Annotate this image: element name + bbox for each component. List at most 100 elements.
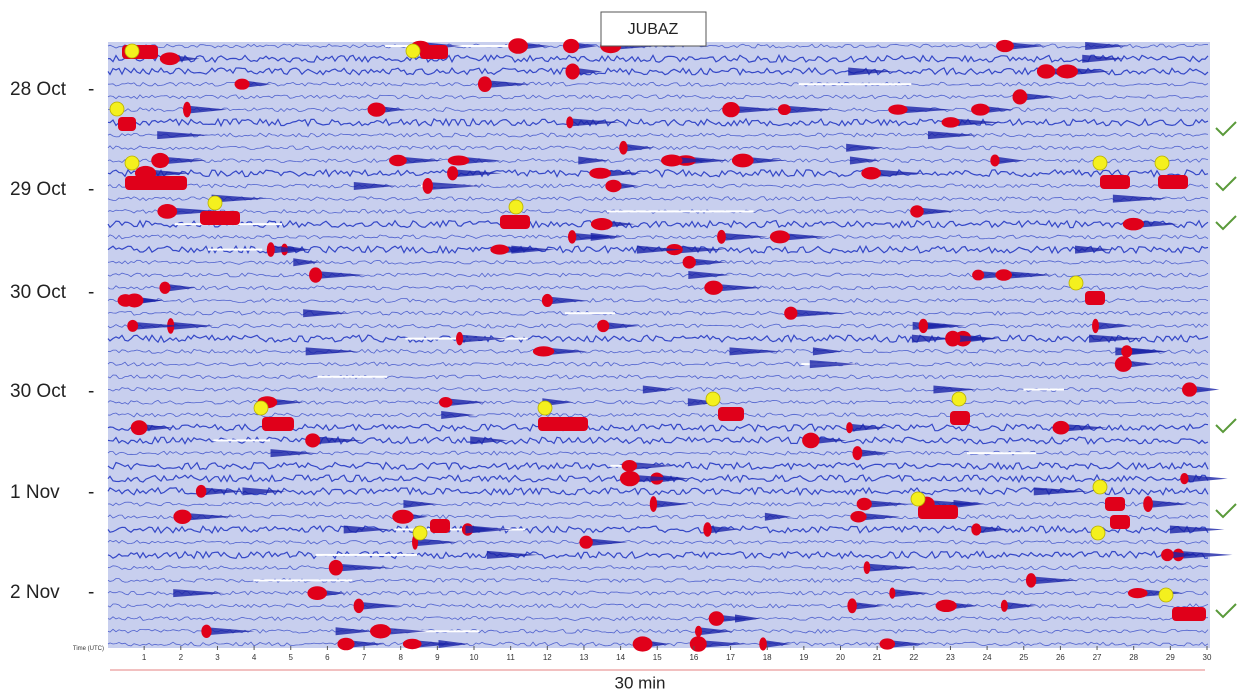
trace: [107, 374, 1209, 380]
gap: [207, 248, 263, 251]
event-coda: [441, 410, 475, 419]
event-coda: [312, 436, 363, 445]
gap: [253, 579, 353, 582]
event-coda: [211, 194, 267, 203]
event-coda: [345, 640, 385, 648]
event-coda: [689, 258, 727, 267]
event-coda: [547, 296, 587, 305]
event: [402, 638, 422, 650]
event-coda: [642, 385, 675, 394]
event-coda: [164, 283, 196, 292]
trace: [107, 348, 1209, 354]
event-coda: [470, 436, 509, 445]
event: [777, 104, 791, 116]
event: [694, 625, 703, 637]
event: [337, 637, 355, 651]
event-coda: [170, 321, 214, 330]
x-tick-label: 17: [726, 653, 735, 662]
event: [945, 330, 961, 347]
event-coda: [415, 538, 459, 547]
trace: [107, 117, 1209, 128]
event-coda: [742, 156, 785, 165]
title-box: [600, 11, 707, 47]
trace: [107, 53, 1209, 64]
x-tick-label: 13: [579, 653, 588, 662]
event: [1052, 420, 1070, 435]
event-coda: [403, 500, 438, 509]
x-tick-label: 16: [689, 653, 698, 662]
event-coda: [452, 169, 502, 178]
event: [971, 103, 990, 116]
event: [307, 586, 328, 601]
event: [802, 432, 820, 449]
event-coda: [145, 169, 191, 178]
event-coda: [1082, 54, 1125, 63]
event-coda: [600, 169, 642, 178]
event-coda: [812, 347, 844, 356]
gap: [1023, 388, 1064, 391]
event: [861, 167, 882, 180]
trace: [107, 66, 1209, 77]
event: [1143, 496, 1153, 513]
event: [159, 52, 180, 66]
event-coda: [578, 156, 609, 165]
event: [1000, 599, 1008, 612]
event-burst: [500, 215, 530, 229]
event-coda: [242, 487, 287, 496]
event-coda: [849, 423, 888, 432]
row-label-dash: -: [88, 79, 94, 100]
trace: [107, 285, 1208, 291]
gap: [213, 439, 270, 442]
event-coda: [511, 245, 555, 254]
event-coda: [698, 627, 734, 636]
trace: [107, 628, 1209, 634]
x-tick-label: 15: [653, 653, 662, 662]
event-coda: [911, 334, 954, 343]
event-coda: [933, 385, 977, 394]
highlight-marker: [1092, 155, 1108, 171]
event: [1056, 64, 1078, 79]
row-label-bg: [0, 376, 100, 408]
highlight-marker: [1090, 525, 1106, 541]
event-coda: [790, 309, 844, 318]
highlight-marker: [109, 101, 125, 117]
event-coda: [707, 525, 738, 534]
event-coda: [976, 525, 1010, 534]
x-tick-label: 9: [435, 653, 440, 662]
event: [579, 535, 593, 549]
event-coda: [305, 347, 359, 356]
event: [1127, 587, 1148, 599]
trace: [107, 323, 1209, 329]
event-coda: [465, 525, 496, 534]
event-coda: [852, 601, 884, 610]
event-burst: [118, 117, 136, 131]
x-tick-label: 19: [799, 653, 808, 662]
event-coda: [1133, 220, 1179, 229]
event: [704, 280, 723, 295]
event: [125, 293, 144, 308]
row-label: 29 Oct: [10, 179, 67, 200]
highlight-marker: [1154, 155, 1170, 171]
trace: [107, 81, 1209, 87]
event-coda: [1167, 550, 1197, 559]
trace: [107, 486, 1209, 497]
event: [1012, 89, 1028, 105]
x-tick-label: 8: [398, 653, 403, 662]
trace: [107, 361, 1209, 367]
duration-label: 30 min: [614, 673, 665, 692]
event-burst: [420, 45, 448, 59]
event-burst: [1158, 175, 1188, 189]
event-coda: [810, 436, 847, 445]
event: [1122, 217, 1145, 231]
event-coda: [293, 258, 320, 267]
event-coda: [713, 283, 763, 292]
event-burst: [950, 411, 970, 425]
event-coda: [132, 321, 181, 330]
event: [392, 509, 414, 524]
x-tick-label: 29: [1166, 653, 1175, 662]
event-coda: [1060, 423, 1108, 432]
x-tick-label: 26: [1056, 653, 1065, 662]
event: [717, 229, 726, 244]
x-tick-label: 10: [470, 653, 479, 662]
check-mark: [1215, 503, 1237, 519]
